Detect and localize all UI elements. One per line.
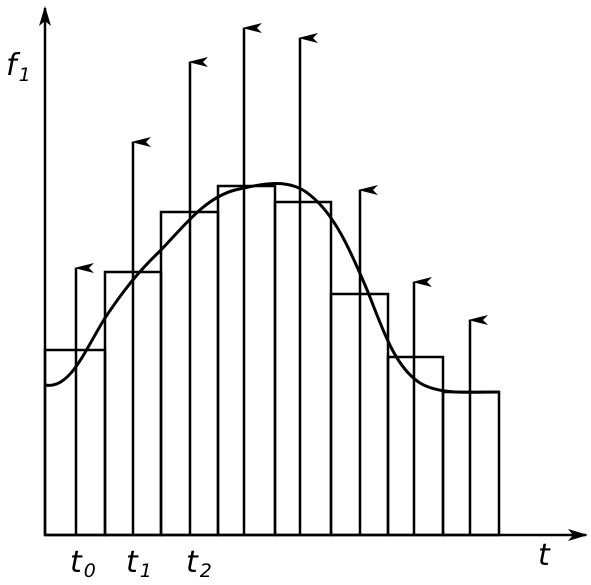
label-subscript: 0 bbox=[84, 560, 96, 582]
impulses bbox=[74, 23, 488, 535]
label-subscript: 1 bbox=[140, 560, 152, 582]
x-axis-label: t bbox=[538, 538, 551, 573]
bar bbox=[273, 200, 333, 537]
label-base: t bbox=[70, 545, 83, 580]
label-subscript: 2 bbox=[200, 560, 212, 582]
curve bbox=[44, 182, 500, 394]
bar bbox=[386, 355, 445, 537]
label-subscript: 1 bbox=[19, 64, 31, 86]
label-base: t bbox=[186, 545, 199, 580]
bar bbox=[216, 184, 277, 537]
label-base: t bbox=[126, 545, 139, 580]
bars bbox=[43, 184, 501, 537]
